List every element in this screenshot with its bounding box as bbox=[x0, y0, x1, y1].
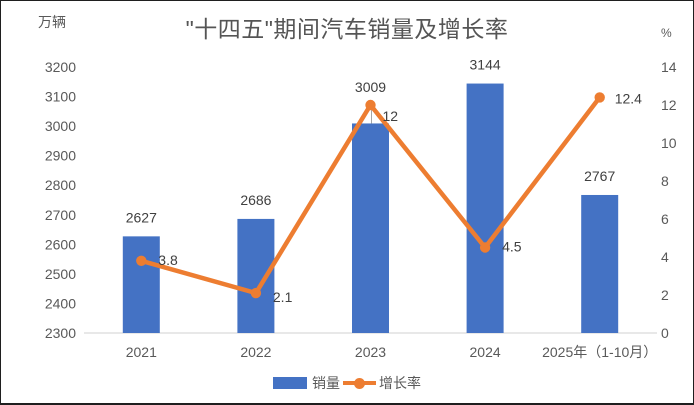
y-axis-left-tick-label: 2900 bbox=[45, 148, 76, 164]
y-axis-right-tick-label: 14 bbox=[661, 59, 677, 75]
bar-value-label: 2767 bbox=[584, 168, 615, 184]
x-axis-category-label: 2021 bbox=[126, 344, 157, 360]
growth-point-2024 bbox=[479, 242, 491, 253]
growth-legend-dot-icon bbox=[354, 377, 365, 389]
y-axis-left-tick-label: 2300 bbox=[45, 325, 76, 341]
y-axis-right-tick-label: 6 bbox=[661, 211, 669, 227]
growth-legend-label: 增长率 bbox=[379, 375, 421, 391]
x-axis-category-label: 2023 bbox=[355, 344, 386, 360]
sales-legend-swatch-icon bbox=[273, 377, 307, 389]
bar-value-label: 2686 bbox=[240, 192, 271, 208]
bar-value-label: 2627 bbox=[126, 209, 157, 225]
x-axis-category-label: 2024 bbox=[470, 344, 501, 360]
y-axis-right-tick-label: 0 bbox=[661, 325, 669, 341]
y-axis-left-tick-label: 2700 bbox=[45, 207, 76, 223]
y-axis-left-tick-label: 3000 bbox=[45, 118, 76, 134]
y-axis-left-tick-label: 2800 bbox=[45, 177, 76, 193]
growth-value-label: 4.5 bbox=[502, 239, 522, 255]
y-axis-left-tick-label: 2500 bbox=[45, 266, 76, 282]
growth-value-label: 3.8 bbox=[158, 252, 178, 268]
x-axis-category-label: 2025年（1-10月） bbox=[542, 344, 657, 360]
sales-legend-label: 销量 bbox=[312, 375, 340, 391]
sales-bar-2021 bbox=[122, 236, 160, 333]
growth-value-label: 2.1 bbox=[273, 289, 293, 305]
y-axis-left-tick-label: 2600 bbox=[45, 236, 76, 252]
bar-value-label: 3144 bbox=[470, 57, 501, 73]
y-axis-right-tick-label: 2 bbox=[661, 287, 669, 303]
bar-value-label: 3009 bbox=[355, 79, 386, 95]
growth-value-label: 12.4 bbox=[615, 90, 642, 106]
growth-point-2025年（1-10月） bbox=[594, 92, 605, 103]
y-axis-left-tick-label: 3100 bbox=[45, 89, 76, 105]
sales-bar-2024 bbox=[466, 83, 504, 333]
right-axis-unit-label: % bbox=[661, 26, 672, 40]
chart-title: "十四五"期间汽车销量及增长率 bbox=[185, 16, 509, 42]
x-axis-category-label: 2022 bbox=[240, 344, 271, 360]
growth-legend-line-icon bbox=[343, 377, 376, 389]
chart-legend: 销量 增长率 bbox=[1, 373, 693, 393]
growth-value-label: 12 bbox=[383, 108, 399, 124]
left-axis-unit-label: 万辆 bbox=[38, 14, 66, 30]
growth-point-2021 bbox=[136, 255, 147, 266]
y-axis-right-tick-label: 10 bbox=[661, 135, 677, 151]
y-axis-left-tick-label: 3200 bbox=[45, 59, 76, 75]
sales-bar-2025年（1-10月） bbox=[581, 194, 619, 333]
growth-point-2022 bbox=[250, 287, 262, 299]
y-axis-right-tick-label: 4 bbox=[661, 249, 669, 265]
y-axis-right-tick-label: 8 bbox=[661, 173, 669, 189]
y-axis-left-tick-label: 2400 bbox=[45, 295, 76, 311]
sales-bar-2023 bbox=[352, 123, 389, 333]
y-axis-right-tick-label: 12 bbox=[661, 97, 677, 113]
growth-point-2023 bbox=[365, 99, 376, 111]
